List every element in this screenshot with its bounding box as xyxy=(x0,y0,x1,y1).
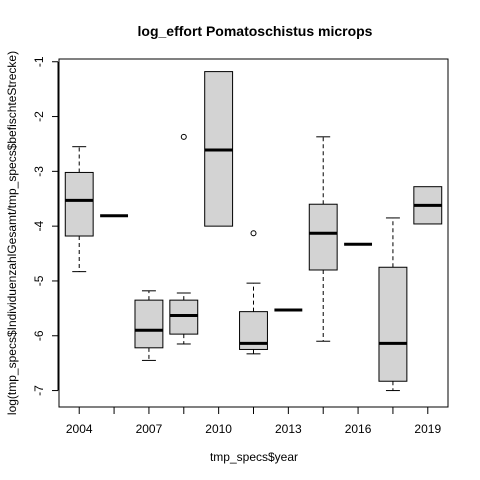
box-2004 xyxy=(64,146,94,273)
chart-title: log_effort Pomatoschistus microps xyxy=(138,23,373,39)
outlier-point xyxy=(250,230,257,237)
y-tick-label: -1 xyxy=(32,56,46,67)
box-2018 xyxy=(378,217,408,392)
x-tick-label: 2007 xyxy=(136,422,163,436)
box-iqr xyxy=(169,299,199,335)
box-iqr xyxy=(378,266,408,382)
box-iqr xyxy=(308,203,338,271)
y-tick-label: -2 xyxy=(32,111,46,122)
box-2010 xyxy=(204,71,234,227)
y-tick-label: -5 xyxy=(32,275,46,286)
y-axis: -7 -6 -5 -4 -3 -2 -1 xyxy=(32,56,59,396)
x-tick-label: 2016 xyxy=(345,422,372,436)
box-2009 xyxy=(169,133,199,345)
x-tick-label: 2019 xyxy=(414,422,441,436)
y-tick-label: -7 xyxy=(32,385,46,396)
y-tick-label: -4 xyxy=(32,220,46,231)
boxes-layer xyxy=(64,71,443,392)
y-axis-label: log(tmp_specs$IndividuenzahlGesamt/tmp_s… xyxy=(5,51,19,415)
box-2019 xyxy=(413,186,443,225)
x-tick-label: 2004 xyxy=(66,422,93,436)
x-axis: 2004 2007 2010 2013 2016 2019 xyxy=(66,406,441,436)
y-tick-label: -6 xyxy=(32,330,46,341)
box-2015 xyxy=(308,136,338,342)
box-iqr xyxy=(134,299,164,349)
y-tick-label: -3 xyxy=(32,166,46,177)
x-tick-label: 2013 xyxy=(275,422,302,436)
box-iqr xyxy=(64,171,94,237)
outlier-point xyxy=(180,133,187,140)
box-2007 xyxy=(134,290,164,361)
x-axis-label: tmp_specs$year xyxy=(210,450,298,464)
box-2012 xyxy=(239,230,268,355)
x-tick-label: 2010 xyxy=(205,422,232,436)
